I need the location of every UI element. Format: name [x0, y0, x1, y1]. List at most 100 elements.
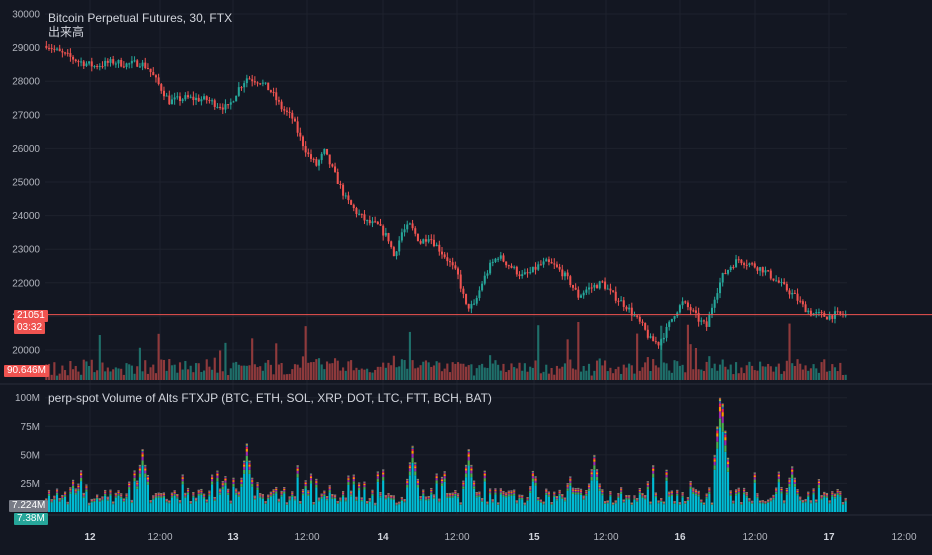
stacked-bar-segment: [202, 495, 206, 496]
stacked-bar-segment: [272, 489, 275, 490]
price-tick-label: 25000: [12, 178, 40, 189]
stacked-bar-segment: [288, 497, 291, 499]
volume-bar: [743, 373, 746, 380]
candle-body: [352, 204, 355, 209]
volume-bar: [181, 369, 184, 380]
stacked-bar-segment: [545, 489, 548, 490]
stacked-bar-segment: [320, 495, 323, 496]
stacked-bar-segment: [138, 465, 141, 467]
stacked-bar-segment: [788, 477, 791, 479]
stacked-bar-segment: [128, 483, 131, 484]
stacked-bar-segment: [718, 399, 722, 402]
stacked-bar-segment: [823, 492, 826, 494]
stacked-bar-segment: [571, 487, 575, 489]
stacked-bar-segment: [614, 501, 617, 502]
stacked-bar-segment: [253, 496, 256, 498]
stacked-bar-segment: [483, 473, 486, 476]
stacked-bar-segment: [817, 479, 820, 480]
stacked-bar-segment: [574, 489, 577, 491]
stacked-bar-segment: [178, 501, 182, 503]
stacked-bar-segment: [200, 488, 203, 490]
stacked-bar-segment: [63, 493, 67, 494]
stacked-bar-segment: [376, 476, 379, 479]
stacked-bar-segment: [456, 493, 460, 494]
candle-body: [518, 274, 521, 277]
stacked-bar-segment: [360, 499, 363, 502]
stacked-bar-segment: [85, 486, 88, 488]
stacked-bar-segment: [710, 503, 714, 505]
stacked-bar-segment: [636, 499, 639, 501]
candle-body: [299, 132, 302, 137]
candle-body: [836, 311, 839, 313]
time-tick-label: 15: [528, 532, 540, 543]
stacked-bar-segment: [408, 468, 411, 472]
volume-bar: [328, 363, 331, 380]
volume-bar: [577, 322, 580, 380]
stacked-bar-segment: [213, 498, 216, 500]
volume-bar: [668, 370, 671, 380]
candle-body: [777, 280, 780, 283]
candle-body: [144, 62, 147, 69]
stacked-bar-segment: [620, 487, 623, 489]
stacked-bar-segment: [751, 502, 754, 503]
stacked-bar-segment: [566, 490, 569, 512]
stacked-bar-segment: [296, 473, 299, 478]
stacked-bar-segment: [189, 503, 192, 504]
stacked-bar-segment: [464, 473, 468, 478]
stacked-bar-segment: [676, 489, 679, 491]
stacked-bar-segment: [336, 503, 339, 512]
stacked-bar-segment: [799, 497, 802, 499]
candle-body: [459, 274, 462, 289]
stacked-bar-segment: [368, 498, 371, 499]
stacked-bar-segment: [352, 481, 355, 485]
stacked-bar-segment: [376, 478, 379, 482]
stacked-bar-segment: [224, 478, 227, 481]
stacked-bar-segment: [571, 489, 575, 491]
stacked-bar-segment: [734, 489, 738, 491]
volume-bar: [756, 370, 759, 380]
stacked-bar-segment: [261, 496, 264, 498]
stacked-bar-segment: [836, 490, 839, 491]
candle-body: [596, 285, 599, 289]
stacked-bar-segment: [785, 490, 788, 493]
stacked-bar-segment: [237, 492, 240, 493]
volume-bar: [464, 366, 468, 380]
volume-bar: [232, 362, 235, 380]
stacked-bar-segment: [98, 499, 101, 500]
stacked-bar-segment: [478, 493, 481, 496]
stacked-bar-segment: [77, 483, 80, 485]
candle-body: [440, 251, 444, 255]
candle-body: [756, 267, 759, 271]
stacked-bar-segment: [406, 482, 409, 485]
stacked-bar-segment: [748, 501, 751, 512]
stacked-bar-segment: [299, 503, 302, 512]
volume-bar: [815, 368, 818, 380]
stacked-bar-segment: [264, 501, 267, 502]
stacked-bar-segment: [499, 492, 502, 495]
stacked-bar-segment: [390, 499, 393, 512]
candle-body: [550, 262, 553, 264]
volume-bar: [531, 367, 534, 380]
volume-bar: [259, 366, 262, 380]
stacked-bar-segment: [109, 490, 112, 492]
candle-body: [448, 261, 452, 263]
candle-body: [128, 63, 131, 65]
volume-bar: [676, 361, 679, 380]
volume-bar: [587, 363, 591, 380]
stacked-bar-segment: [77, 484, 80, 486]
stacked-bar-segment: [296, 465, 299, 466]
stacked-bar-segment: [606, 501, 609, 503]
stacked-bar-segment: [654, 493, 657, 494]
stacked-bar-segment: [590, 469, 593, 470]
stacked-bar-segment: [767, 499, 770, 501]
stacked-bar-segment: [751, 501, 754, 503]
stacked-bar-segment: [141, 456, 144, 461]
stacked-bar-segment: [545, 489, 548, 491]
candle-body: [74, 59, 77, 62]
stacked-bar-segment: [644, 496, 647, 498]
stacked-bar-segment: [376, 472, 379, 474]
stacked-bar-segment: [470, 477, 473, 512]
candle-body: [689, 307, 692, 311]
stacked-bar-segment: [609, 494, 612, 497]
